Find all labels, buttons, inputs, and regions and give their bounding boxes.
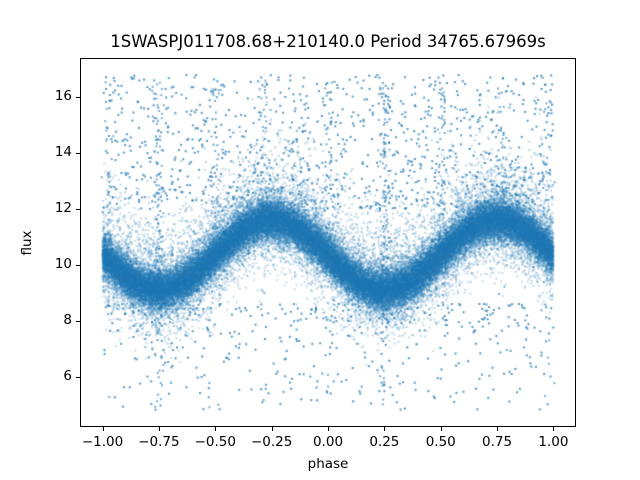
x-tick-label: 0.25 [369,434,400,450]
chart-title: 1SWASPJ011708.68+210140.0 Period 34765.6… [110,32,546,51]
x-tick-label: 0.50 [425,434,456,450]
x-tick-label: −0.25 [250,434,293,450]
x-tick-mark [440,427,442,431]
y-axis-label: flux [19,230,35,256]
y-tick-label: 6 [63,367,72,384]
x-tick-mark [215,427,217,431]
x-tick-mark [102,427,104,431]
x-tick-mark [158,427,160,431]
y-tick-label: 16 [54,88,72,105]
x-tick-label: 0.00 [312,434,344,450]
y-tick-mark [76,97,80,99]
y-tick-mark [76,320,80,322]
x-tick-label: −0.75 [138,434,180,450]
x-tick-mark [553,427,555,431]
scatter-points-canvas [80,58,576,427]
y-tick-label: 12 [54,199,72,216]
y-tick-mark [76,153,80,155]
x-tick-label: 1.00 [538,434,569,450]
y-tick-mark [76,264,80,266]
x-tick-mark [384,427,386,431]
y-tick-label: 10 [54,255,72,272]
x-tick-label: 0.75 [482,434,513,450]
x-tick-label: −1.00 [81,434,124,450]
y-tick-mark [76,376,80,378]
x-tick-mark [328,427,329,431]
x-axis-label: phase [307,456,349,472]
y-tick-mark [76,208,80,210]
x-tick-mark [497,427,499,431]
x-tick-label: −0.50 [194,434,236,450]
y-tick-label: 14 [54,144,72,161]
y-tick-label: 8 [63,311,72,328]
x-tick-mark [271,427,273,431]
